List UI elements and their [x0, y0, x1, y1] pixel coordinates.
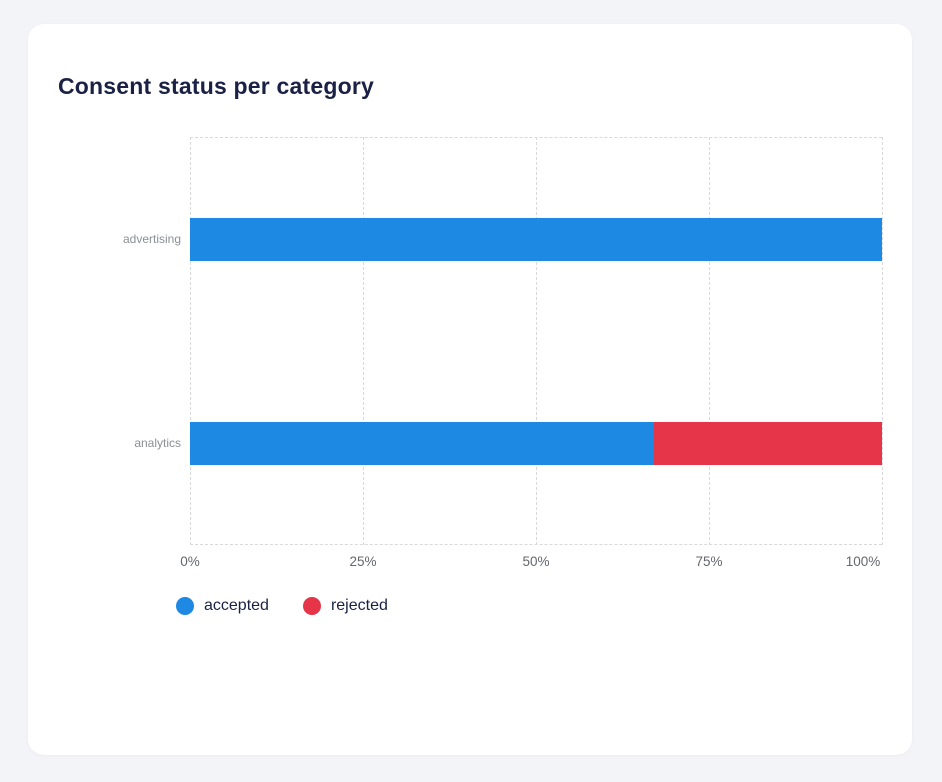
bar-analytics — [190, 421, 882, 465]
legend-label-rejected: rejected — [330, 597, 388, 614]
legend-label-accepted: accepted — [204, 597, 269, 614]
category-label-analytics: analytics — [134, 436, 181, 450]
gridline-vertical — [363, 137, 364, 545]
gridline-horizontal-top — [190, 137, 882, 138]
x-axis-tick-label: 75% — [695, 554, 723, 569]
legend-item-accepted[interactable]: accepted — [176, 597, 269, 615]
x-axis-tick-label: 100% — [845, 554, 881, 569]
gridline-vertical — [190, 137, 191, 545]
plot-area: 0% 25% 50% 75% 100% advertising analytics — [123, 137, 883, 569]
chart-card: Consent status per category 0% 25% 50% 75% 1… — [28, 24, 912, 755]
chart-legend: accepted rejected — [176, 597, 388, 615]
bar-segment-accepted-analytics[interactable] — [190, 421, 654, 465]
legend-dot-rejected — [302, 597, 321, 615]
x-axis-tick-label: 25% — [349, 554, 377, 569]
bar-segment-rejected-analytics[interactable] — [653, 421, 882, 465]
legend-item-rejected[interactable]: rejected — [302, 597, 388, 615]
x-axis-tick-label: 0% — [180, 554, 200, 569]
legend-dot-accepted — [176, 597, 194, 615]
chart-title: Consent status per category — [58, 73, 374, 99]
gridline-vertical — [536, 137, 537, 545]
bar-segment-accepted-advertising[interactable] — [190, 217, 882, 261]
x-axis-tick-label: 50% — [522, 554, 550, 569]
category-label-advertising: advertising — [122, 232, 181, 246]
bar-advertising — [190, 217, 882, 261]
gridline-vertical — [882, 137, 883, 545]
gridline-horizontal-bottom — [190, 544, 882, 545]
gridline-vertical — [709, 137, 710, 545]
